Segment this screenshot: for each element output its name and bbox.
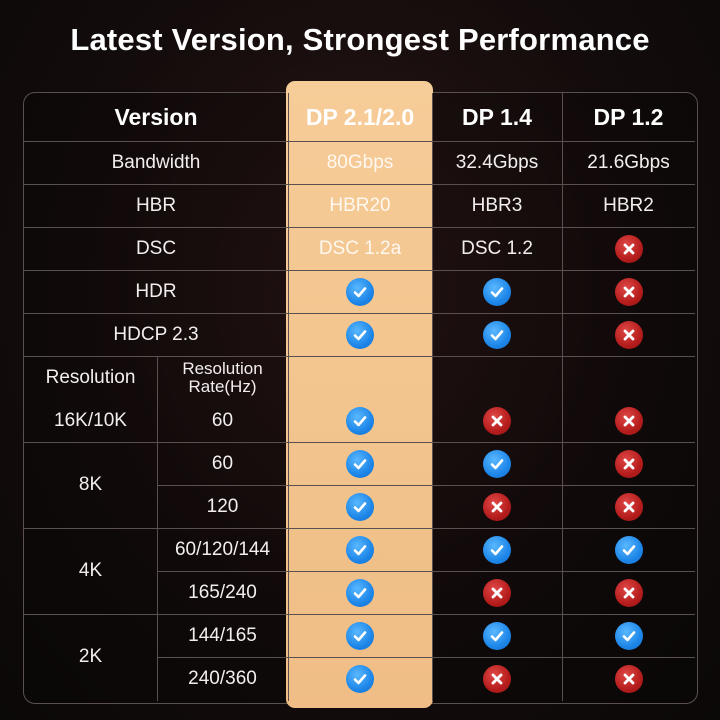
rate-dp12-support (562, 485, 695, 528)
rate-dp21-support (288, 657, 432, 700)
spec-dp14-value: HBR3 (471, 194, 523, 216)
check-icon (346, 621, 374, 650)
header-rate-line2: Rate(Hz) (188, 376, 257, 396)
check-icon (483, 320, 511, 349)
rate-dp12-support (562, 657, 695, 700)
cross-icon (614, 320, 643, 349)
page-title: Latest Version, Strongest Performance (70, 22, 650, 57)
rate-dp12-support (562, 614, 695, 657)
rate-label: 144/165 (188, 624, 257, 646)
check-icon (346, 277, 374, 306)
header-dp21: DP 2.1/2.0 (305, 103, 415, 130)
check-icon (483, 277, 511, 306)
resolution-label: 2K (78, 646, 103, 668)
rate-dp12-support (562, 528, 695, 571)
header-dp14: DP 1.4 (462, 103, 532, 130)
spec-dp21-value (288, 313, 432, 356)
check-icon (614, 621, 643, 650)
rate-dp21-support (288, 614, 432, 657)
rate-label: 240/360 (188, 667, 257, 689)
spec-dp14-value: 32.4Gbps (455, 151, 539, 173)
cross-icon (614, 492, 643, 521)
rate-label: 60/120/144 (174, 538, 271, 560)
resolution-label: 8K (78, 474, 103, 496)
check-icon (346, 535, 374, 564)
spec-dp14-value: DSC 1.2 (461, 237, 533, 259)
resolution-label: 16K/10K (54, 409, 127, 431)
check-icon (346, 578, 374, 607)
cross-icon (483, 664, 511, 693)
spec-label: HDR (135, 280, 177, 302)
rate-label: 60 (211, 452, 234, 474)
rate-dp12-support (562, 399, 695, 442)
rate-dp14-support (432, 528, 562, 571)
spec-dp21-value (288, 270, 432, 313)
rate-dp21-support (288, 399, 432, 442)
spec-dp21-value: DSC 1.2a (318, 237, 402, 259)
spec-dp21-value: HBR20 (329, 194, 391, 216)
spec-dp12-value: 21.6Gbps (587, 151, 670, 173)
cross-icon (483, 406, 511, 435)
rate-dp14-support (432, 442, 562, 485)
header-resolution-rate: Resolution Rate(Hz) (157, 356, 288, 399)
rate-dp14-support (432, 614, 562, 657)
rate-dp21-support (288, 528, 432, 571)
rate-dp21-support (288, 571, 432, 614)
cross-icon (614, 578, 643, 607)
check-icon (346, 664, 374, 693)
rate-dp21-support (288, 442, 432, 485)
cross-icon (614, 277, 643, 306)
cross-icon (614, 449, 643, 478)
cross-icon (483, 492, 511, 521)
check-icon (346, 449, 374, 478)
rate-dp12-support (562, 442, 695, 485)
spec-dp21-value: 80Gbps (326, 151, 394, 173)
spec-dp12-value (562, 313, 695, 356)
cross-icon (614, 406, 643, 435)
rate-label: 165/240 (188, 581, 257, 603)
rate-label: 60 (211, 409, 234, 431)
spec-dp14-value (432, 313, 562, 356)
cross-icon (483, 578, 511, 607)
header-dp12: DP 1.2 (593, 103, 664, 130)
spec-dp12-value (562, 227, 695, 270)
spec-label: HDCP 2.3 (113, 323, 199, 345)
cross-icon (614, 664, 643, 693)
check-icon (614, 535, 643, 564)
cross-icon (614, 234, 643, 263)
check-icon (346, 492, 374, 521)
spec-label: HBR (135, 194, 177, 216)
spec-label: DSC (135, 237, 177, 259)
spec-dp14-value (432, 270, 562, 313)
rate-dp14-support (432, 657, 562, 700)
header-resolution: Resolution (45, 366, 136, 388)
header-version: Version (114, 103, 198, 130)
spec-dp12-value (562, 270, 695, 313)
rate-dp14-support (432, 399, 562, 442)
check-icon (346, 406, 374, 435)
rate-dp14-support (432, 571, 562, 614)
check-icon (483, 621, 511, 650)
check-icon (483, 449, 511, 478)
resolution-label: 4K (78, 560, 103, 582)
spec-dp12-value: HBR2 (603, 194, 654, 216)
rate-dp21-support (288, 485, 432, 528)
check-icon (483, 535, 511, 564)
rate-label: 120 (206, 495, 239, 517)
rate-dp14-support (432, 485, 562, 528)
spec-label: Bandwidth (111, 151, 201, 173)
header-rate-line1: Resolution (182, 358, 263, 378)
check-icon (346, 320, 374, 349)
rate-dp12-support (562, 571, 695, 614)
